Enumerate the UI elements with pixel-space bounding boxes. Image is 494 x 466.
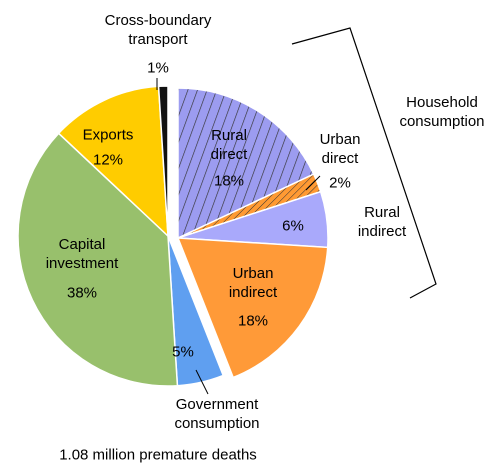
pie-slice xyxy=(176,237,329,379)
value-label: 18% xyxy=(213,172,245,190)
slice-label: Rural indirect xyxy=(357,204,407,240)
pie-slice xyxy=(17,132,179,387)
slice-label: Urban direct xyxy=(319,131,361,167)
slice-label: Exports xyxy=(82,126,134,144)
slice-label: Urban indirect xyxy=(228,265,278,301)
value-label: 2% xyxy=(329,174,351,192)
pie-slice xyxy=(177,87,315,240)
value-label: 12% xyxy=(92,151,124,169)
annotation: Household consumption xyxy=(399,94,485,130)
value-label: 38% xyxy=(66,284,98,302)
leader-line xyxy=(305,175,321,191)
leader-line xyxy=(195,369,209,395)
value-label: 6% xyxy=(282,217,304,235)
value-label: 18% xyxy=(237,312,269,330)
value-label: 1% xyxy=(147,59,169,77)
slice-label: Capital investment xyxy=(45,236,119,272)
slice-label: Cross-boundary transport xyxy=(104,12,212,48)
slice-label: Government consumption xyxy=(174,396,260,432)
pie-slice xyxy=(57,85,169,238)
pie-slice xyxy=(157,85,169,237)
value-label: 5% xyxy=(172,343,194,361)
subtitle: 1.08 million premature deaths xyxy=(59,446,257,464)
bracket xyxy=(291,27,437,299)
slice-label: Rural direct xyxy=(210,127,248,163)
